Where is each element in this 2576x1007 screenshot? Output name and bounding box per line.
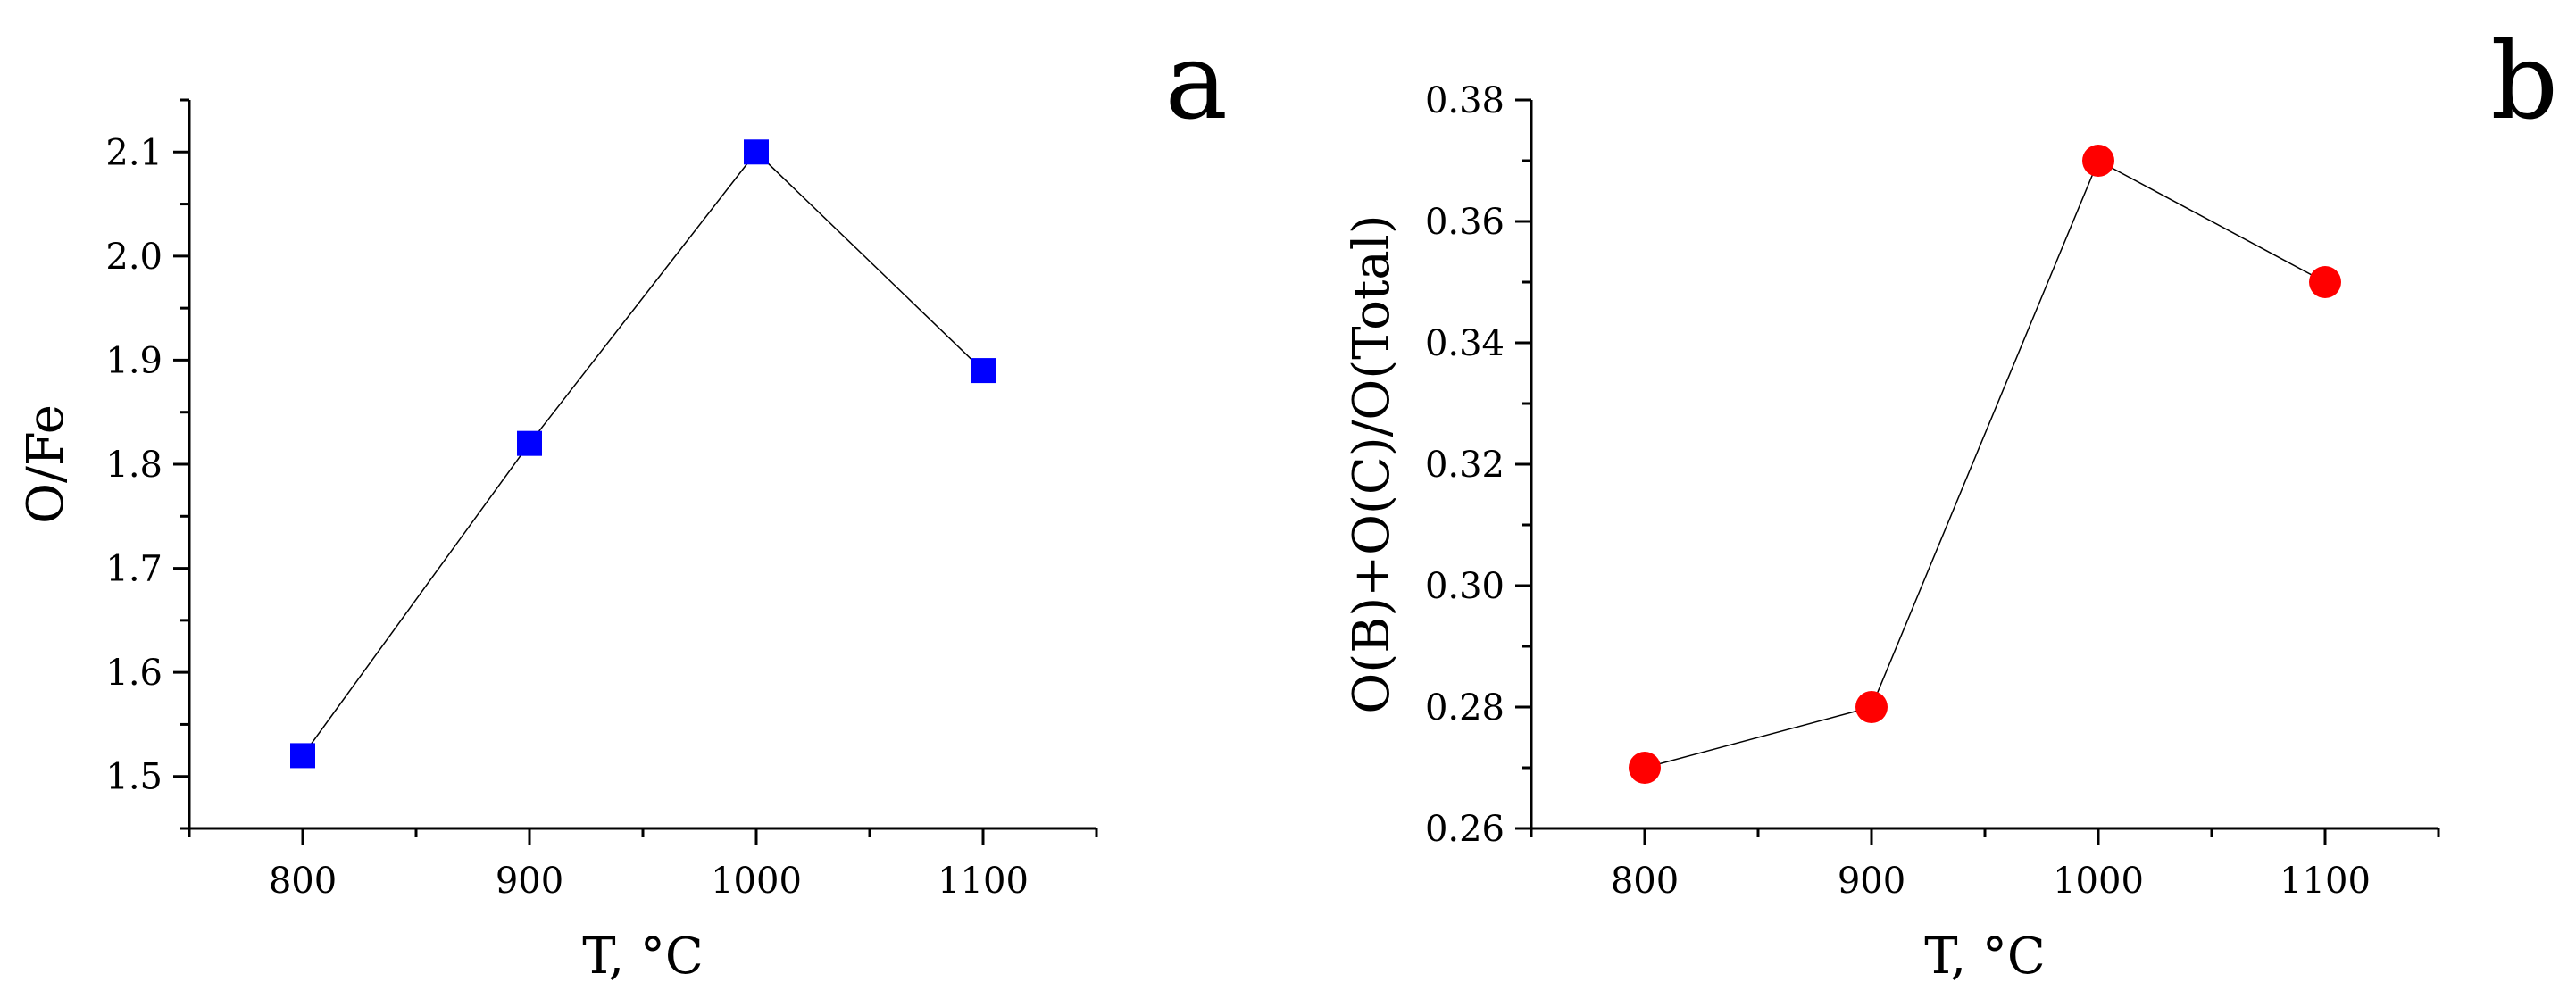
x-tick-label: 800: [1611, 861, 1679, 902]
data-point: [1855, 691, 1888, 723]
chart-panel-b: 800 900 1000 1100 0.26 0.28 0.30 0.32 0.34 0.36 0.…: [1343, 20, 2558, 986]
x-tick-label: 900: [1838, 861, 1905, 902]
y-tick-label: 1.5: [105, 757, 163, 798]
data-point: [971, 358, 996, 384]
x-tick-label: 1100: [2280, 861, 2371, 902]
data-point: [1629, 752, 1661, 784]
x-tick-label: 1100: [938, 861, 1029, 902]
x-axis-label: T, °C: [582, 928, 704, 986]
y-axis-label: O/Fe: [17, 404, 75, 524]
y-tick-label: 0.28: [1425, 687, 1505, 728]
data-point: [744, 139, 769, 165]
y-tick-label: 1.8: [105, 445, 163, 486]
data-point: [290, 743, 315, 769]
y-tick-label: 0.38: [1425, 80, 1505, 121]
y-tick-label: 2.0: [105, 237, 163, 278]
y-tick-label: 0.26: [1425, 809, 1505, 850]
x-tick-label: 900: [496, 861, 563, 902]
y-tick-label: 0.32: [1425, 445, 1505, 486]
panel-letter: b: [2490, 20, 2558, 143]
y-tick-label: 1.7: [105, 549, 163, 590]
series-line: [1644, 159, 2326, 769]
y-tick-label: 2.1: [105, 132, 163, 173]
panel-letter: a: [1165, 20, 1228, 143]
y-tick-label: 1.9: [105, 340, 163, 381]
x-axis-label: T, °C: [1924, 928, 2046, 986]
chart-panel-a: 800 900 1000 1100 1.5 1.6 1.7 1.8 1.9 2.0 2.1 T, °C…: [17, 20, 1228, 986]
y-axis-label: O(B)+O(C)/O(Total): [1343, 214, 1401, 713]
y-tick-label: 0.30: [1425, 566, 1505, 607]
x-tick-label: 800: [269, 861, 337, 902]
data-point: [2309, 266, 2341, 298]
y-tick-label: 0.36: [1425, 202, 1505, 243]
x-tick-label: 1000: [711, 861, 802, 902]
x-tick-label: 1000: [2053, 861, 2144, 902]
series-line: [302, 151, 984, 756]
data-point: [2082, 145, 2114, 177]
y-tick-label: 0.34: [1425, 323, 1505, 364]
data-point: [517, 430, 542, 456]
y-tick-label: 1.6: [105, 653, 163, 694]
